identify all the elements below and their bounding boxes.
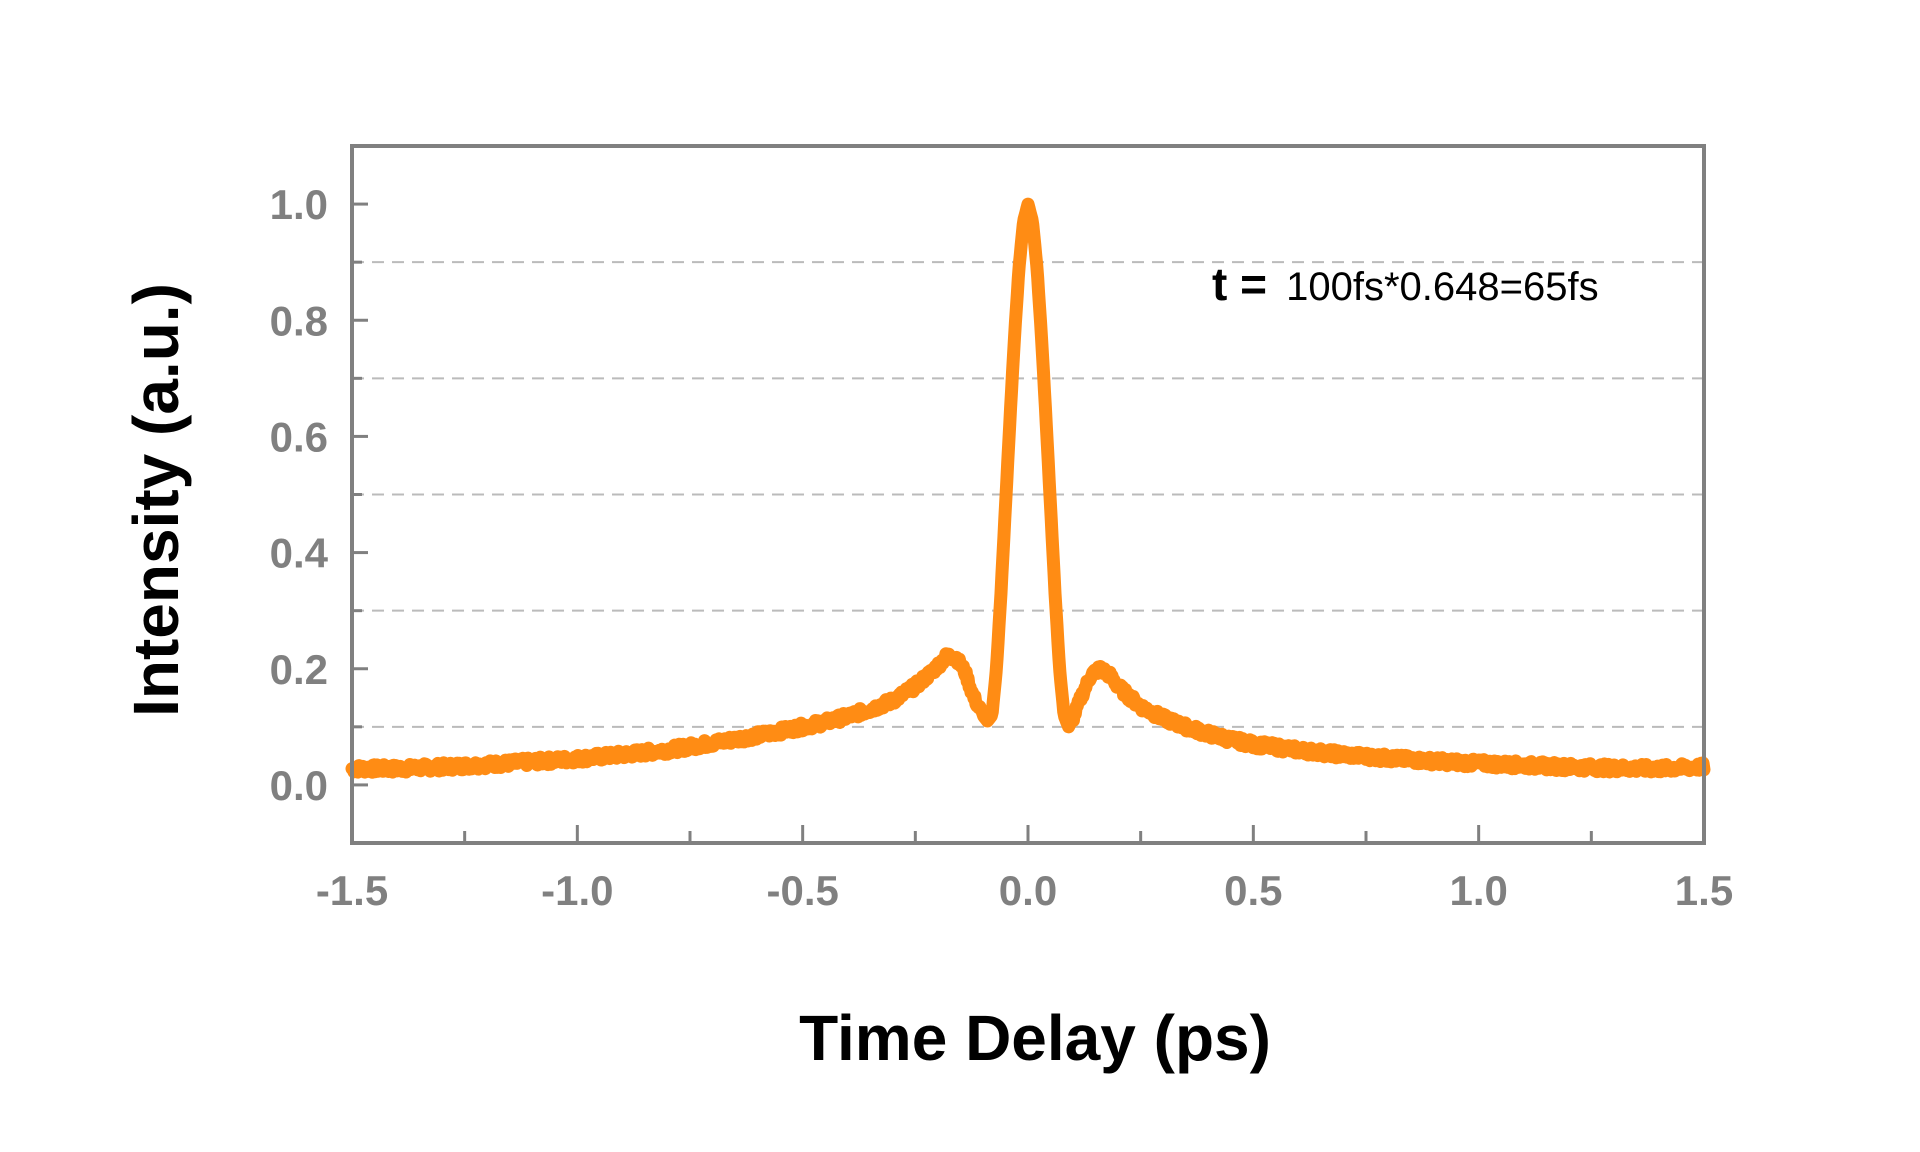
y-axis-title: Intensity (a.u.) [120, 283, 192, 717]
x-tick-label: -1.0 [541, 867, 613, 914]
annotation-formula: 100fs*0.648=65fs [1286, 265, 1598, 309]
y-tick-label: 1.0 [270, 181, 328, 228]
y-tick-label: 0.4 [270, 530, 329, 577]
y-tick-label: 0.2 [270, 646, 328, 693]
series-line [345, 197, 1711, 779]
tick-labels: -1.5 -1.0 -0.5 0.0 0.5 1.0 1.5 0.0 0.2 0.4 0.6 0.8 1… [270, 181, 1734, 914]
y-tick-label: 0.8 [270, 297, 328, 344]
annotation-text: t = 100fs*0.648=65fs [1212, 258, 1599, 310]
y-tick-label: 0.6 [270, 413, 328, 460]
grid-lines [352, 261, 1704, 728]
x-tick-label: 0.5 [1224, 867, 1282, 914]
x-tick-label: 1.5 [1675, 867, 1733, 914]
x-tick-label: 1.0 [1449, 867, 1507, 914]
annotation-symbol: t = [1212, 258, 1267, 310]
x-tick-label: 0.0 [999, 867, 1057, 914]
series-layer [345, 197, 1711, 779]
y-tick-label: 0.0 [270, 762, 328, 809]
x-tick-label: -1.5 [316, 867, 388, 914]
x-tick-label: -0.5 [766, 867, 838, 914]
axis-ticks [350, 202, 1706, 843]
x-axis-title: Time Delay (ps) [799, 1002, 1271, 1074]
